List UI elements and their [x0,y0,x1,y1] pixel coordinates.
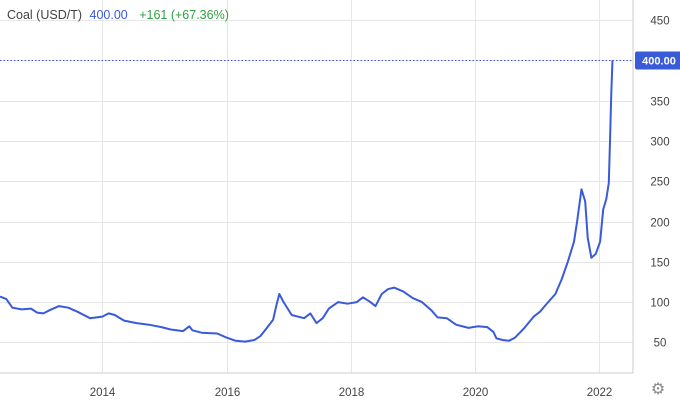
chart-header: Coal (USD/T) 400.00 +161 (+67.36%) [7,8,229,22]
x-axis-ticks: 2014 2016 2018 2020 2022 [90,387,613,399]
series-line [0,60,614,343]
last-value-text: 400.00 [642,56,676,68]
y-tick-label: 450 [650,16,669,28]
y-tick-label: 200 [650,218,669,230]
y-tick-label: 300 [650,137,669,149]
x-tick-label: 2020 [463,387,489,399]
gridlines [0,0,633,373]
x-tick-label: 2014 [90,387,116,399]
last-value-label: 400.00 [635,51,680,70]
y-tick-label: 250 [650,177,669,189]
x-tick-label: 2022 [587,387,613,399]
y-tick-label: 350 [650,97,669,109]
instrument-name: Coal (USD/T) [7,8,83,22]
y-tick-label: 50 [654,338,667,350]
x-tick-label: 2018 [339,387,365,399]
last-value-box [635,51,680,70]
x-tick-label: 2016 [215,387,241,399]
y-tick-label: 150 [650,258,669,270]
y-tick-label: 100 [650,298,669,310]
current-price: 400.00 [89,8,128,22]
gear-icon[interactable]: ⚙ [650,379,666,398]
price-change: +161 (+67.36%) [139,8,229,22]
